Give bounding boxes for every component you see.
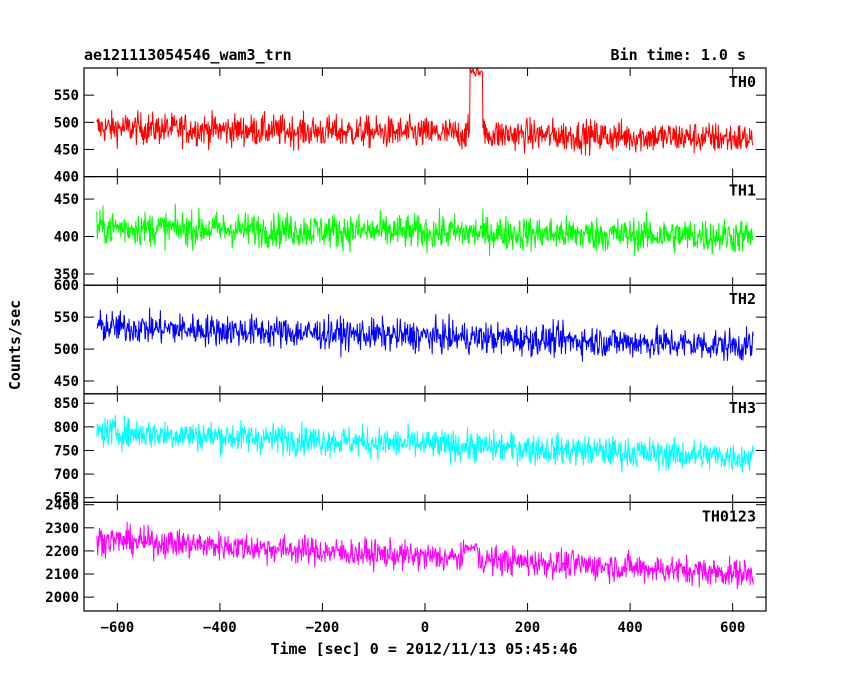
panels-group: 400 450 500 550 TH0 350 400 450 TH1 450 500 550 600 T… [45, 67, 767, 636]
y-tick-label: 2100 [45, 567, 79, 583]
y-tick-label: 450 [54, 374, 79, 390]
y-tick-label: 350 [54, 267, 79, 283]
y-tick-label: 400 [54, 230, 79, 246]
x-tick-label: −400 [203, 620, 237, 636]
series-line-th0 [96, 68, 754, 156]
y-tick-label: 750 [54, 443, 79, 459]
series-line-th2 [96, 307, 754, 362]
y-tick-label: 2300 [45, 521, 79, 537]
y-tick-label: 850 [54, 396, 79, 412]
y-tick-label: 500 [54, 115, 79, 131]
series-line-th3 [96, 414, 754, 473]
series-line-th1 [96, 203, 754, 257]
x-axis-label: Time [sec] 0 = 2012/11/13 05:45:46 [270, 640, 577, 658]
y-tick-label: 2400 [45, 498, 79, 514]
y-tick-label: 550 [54, 88, 79, 104]
panel-frame-th3 [83, 393, 767, 503]
y-tick-label: 800 [54, 420, 79, 436]
x-tick-label: 0 [421, 620, 429, 636]
figure-title: ae121113054546_wam3_trn [84, 46, 292, 64]
x-tick-label: −200 [306, 620, 340, 636]
y-tick-label: 500 [54, 342, 79, 358]
y-tick-label: 650 [54, 491, 79, 507]
x-tick-label: −600 [100, 620, 134, 636]
bin-time-label: Bin time: 1.0 s [611, 46, 746, 64]
y-tick-label: 450 [54, 192, 79, 208]
y-tick-label: 400 [54, 170, 79, 186]
y-tick-label: 700 [54, 467, 79, 483]
y-tick-label: 600 [54, 278, 79, 294]
panel-label-th3: TH3 [729, 399, 756, 417]
y-tick-label: 2000 [45, 590, 79, 606]
y-tick-label: 550 [54, 310, 79, 326]
y-tick-label: 450 [54, 142, 79, 158]
panel-label-th0123: TH0123 [702, 507, 756, 525]
panel-label-th1: TH1 [729, 182, 756, 200]
x-tick-label: 600 [720, 620, 745, 636]
panel-label-th2: TH2 [729, 290, 756, 308]
x-tick-label: 200 [515, 620, 540, 636]
x-tick-label: 400 [617, 620, 642, 636]
y-axis-label: Counts/sec [6, 300, 24, 390]
y-tick-label: 2200 [45, 544, 79, 560]
series-line-th0123 [96, 521, 754, 590]
panel-label-th0: TH0 [729, 73, 756, 91]
